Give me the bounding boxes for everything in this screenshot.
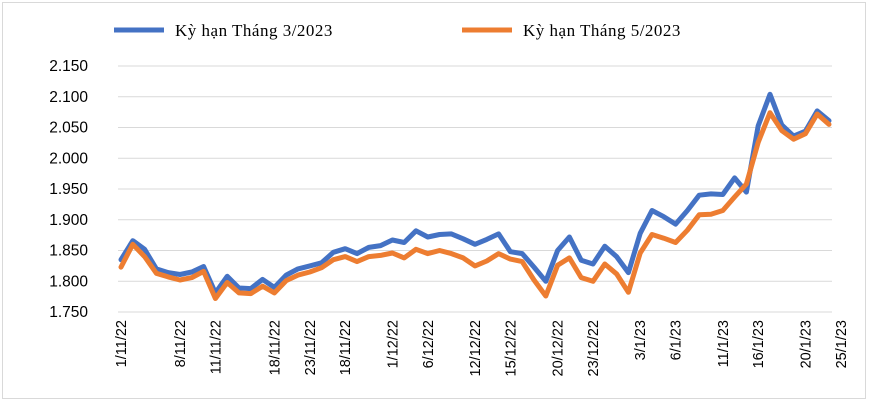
x-tick-label: 18/11/22 [267, 320, 283, 375]
series-line-1 [118, 91, 832, 296]
legend-label-series-2: Kỳ hạn Tháng 5/2023 [523, 21, 681, 40]
y-tick-label: 2.050 [49, 120, 88, 137]
x-tick-label: 16/1/23 [751, 320, 767, 368]
gridlines [118, 65, 832, 313]
x-tick-label: 12/12/22 [468, 320, 484, 376]
x-tick-label: 23/11/22 [303, 320, 319, 375]
y-tick-label: 1.900 [49, 212, 88, 229]
x-tick-label: 3/1/23 [633, 320, 649, 360]
x-tick-label: 23/12/22 [586, 320, 602, 376]
x-axis-ticks: 1/11/22 8/11/22 11/11/22 18/11/22 23/11/22 18… [114, 320, 850, 376]
y-tick-label: 2.150 [49, 58, 88, 75]
x-tick-label: 18/11/22 [338, 320, 354, 375]
chart-frame [2, 2, 866, 399]
x-tick-label: 11/1/23 [716, 320, 732, 367]
y-tick-label: 1.950 [49, 181, 88, 198]
y-tick-label: 2.100 [49, 89, 88, 106]
y-axis-ticks: 1.750 1.800 1.850 1.900 1.950 2.000 2.050 2.100… [49, 58, 88, 321]
x-tick-label: 8/11/22 [173, 320, 189, 367]
legend-label-series-1: Kỳ hạn Tháng 3/2023 [175, 21, 333, 40]
x-tick-label: 1/12/22 [385, 320, 401, 368]
y-tick-label: 2.000 [49, 150, 88, 167]
legend: Kỳ hạn Tháng 3/2023 Kỳ hạn Tháng 5/2023 [114, 21, 681, 40]
series-lines [118, 91, 832, 301]
y-tick-label: 1.850 [49, 243, 88, 260]
x-tick-label: 6/12/22 [421, 320, 437, 368]
x-tick-label: 11/11/22 [208, 320, 224, 374]
x-tick-label: 25/1/23 [834, 320, 850, 368]
x-tick-label: 1/11/22 [114, 320, 130, 367]
x-tick-label: 6/1/23 [669, 320, 685, 360]
series-line-2 [118, 110, 832, 301]
y-tick-label: 1.750 [49, 304, 88, 321]
x-tick-label: 20/12/22 [551, 320, 567, 376]
x-tick-label: 15/12/22 [503, 320, 519, 376]
y-tick-label: 1.800 [49, 273, 88, 290]
x-tick-label: 20/1/23 [798, 320, 814, 368]
